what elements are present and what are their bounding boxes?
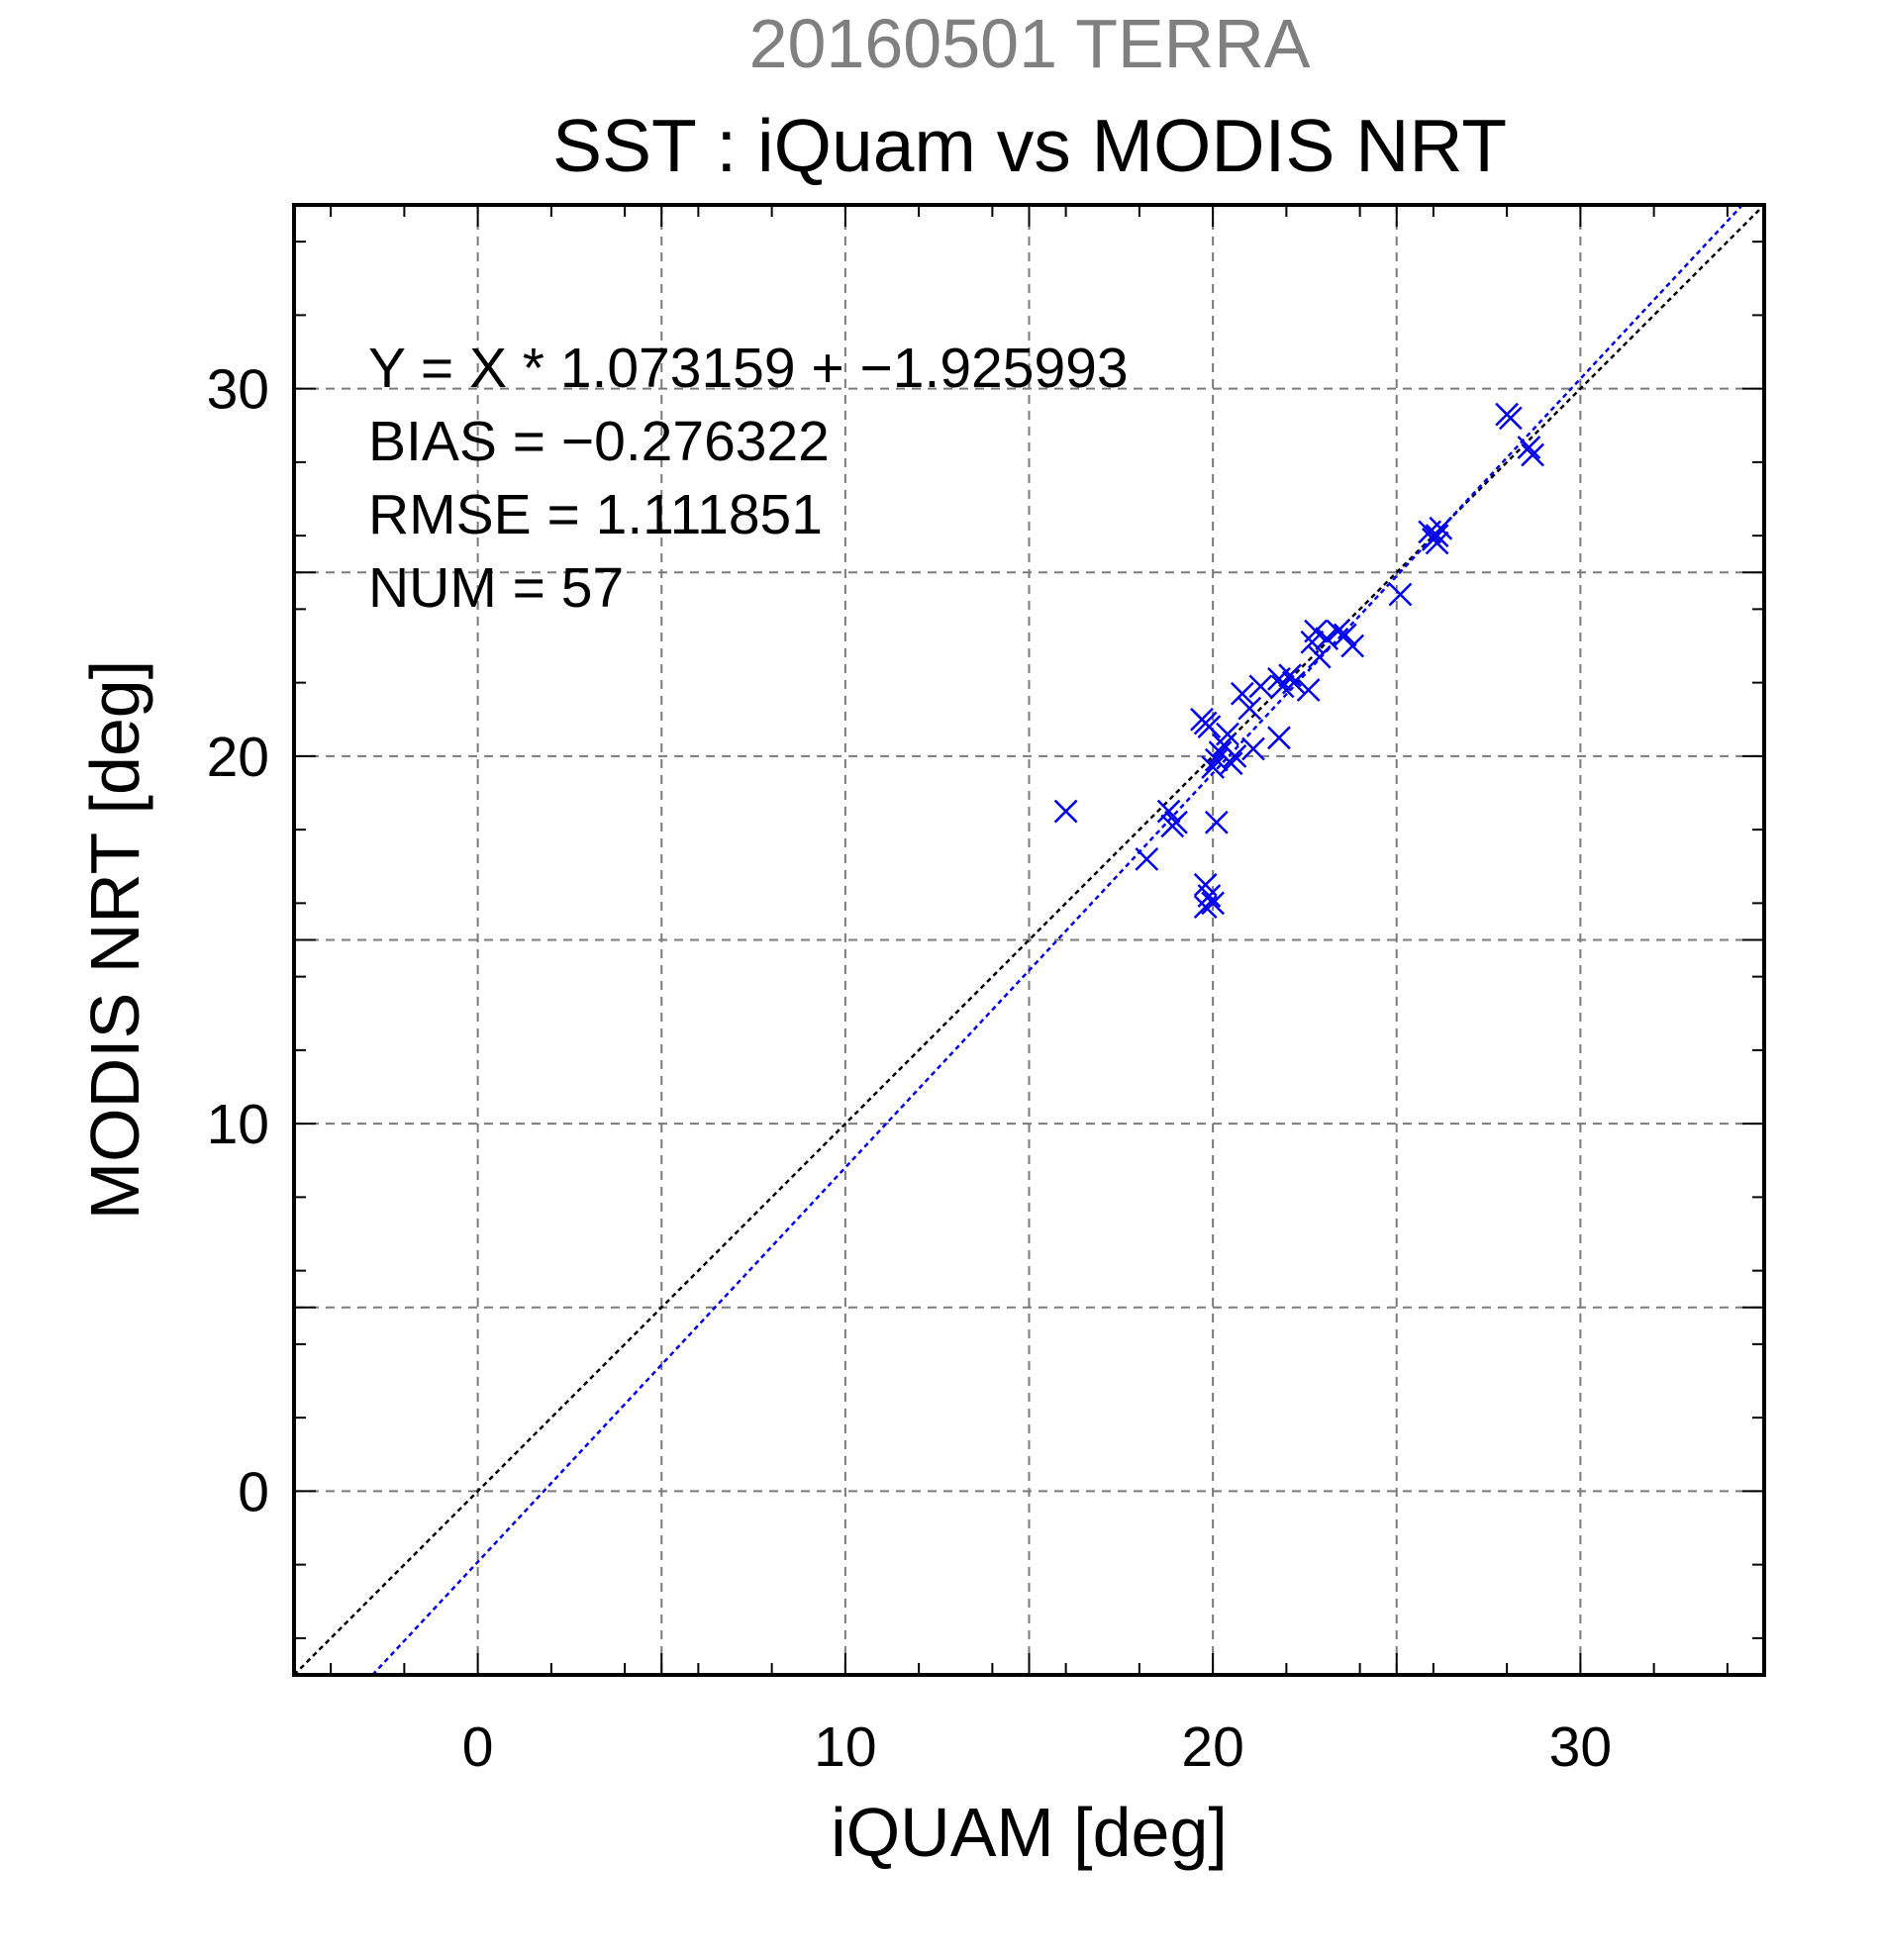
x-axis-label: iQUAM [deg] <box>831 1794 1228 1871</box>
data-point <box>1307 644 1332 669</box>
bias-value: BIAS = −0.276322 <box>368 410 830 473</box>
data-point <box>1201 891 1226 916</box>
data-point <box>1388 582 1413 607</box>
data-point <box>1241 736 1265 761</box>
data-point <box>1425 524 1449 548</box>
chart-title: SST : iQuam vs MODIS NRT <box>551 104 1508 187</box>
data-point <box>1204 810 1229 834</box>
identity-line <box>293 204 1765 1676</box>
data-point <box>1315 627 1339 650</box>
data-point <box>1278 663 1302 688</box>
chart-supertitle: 20160501 TERRA <box>748 5 1311 82</box>
data-point <box>1230 681 1254 706</box>
regression-stats: Y = X * 1.073159 + −1.925993 BIAS = −0.2… <box>368 332 1129 625</box>
rmse-value: RMSE = 1.111851 <box>368 483 823 546</box>
x-tick-label: 0 <box>462 1715 494 1779</box>
x-tick-label: 30 <box>1549 1715 1612 1779</box>
data-point <box>1425 531 1449 555</box>
data-point <box>1216 722 1239 746</box>
data-points <box>1053 402 1544 919</box>
tick-labels: 0 10 20 30 0 10 20 30 <box>207 358 1612 1779</box>
reference-lines <box>293 204 1765 1676</box>
data-point <box>1164 810 1188 834</box>
y-tick-label: 0 <box>238 1460 269 1523</box>
data-point <box>1238 696 1262 721</box>
y-axis-label: MODIS NRT [deg] <box>76 660 153 1220</box>
data-point <box>1193 895 1218 919</box>
data-point <box>1267 726 1291 750</box>
data-point <box>1521 442 1544 467</box>
data-point <box>1204 747 1229 772</box>
data-point <box>1223 743 1247 768</box>
data-point <box>1296 678 1321 702</box>
grid-lines <box>294 205 1764 1675</box>
data-point <box>1197 715 1222 739</box>
data-point <box>1219 751 1243 776</box>
x-tick-label: 10 <box>814 1715 876 1779</box>
data-point <box>1201 755 1226 779</box>
data-point <box>1248 674 1273 699</box>
data-point <box>1135 846 1159 871</box>
data-point <box>1053 799 1078 824</box>
regression-equation: Y = X * 1.073159 + −1.925993 <box>368 337 1129 400</box>
data-point <box>1156 799 1181 824</box>
data-point <box>1517 436 1541 459</box>
data-point <box>1498 406 1523 431</box>
y-tick-label: 20 <box>207 726 269 789</box>
plot-frame <box>292 203 1766 1677</box>
data-point <box>1429 516 1453 540</box>
y-tick-label: 30 <box>207 358 269 422</box>
data-point <box>1281 670 1306 695</box>
y-tick-label: 10 <box>207 1093 269 1156</box>
data-point <box>1304 619 1328 643</box>
data-point <box>1340 634 1365 658</box>
num-value: NUM = 57 <box>368 556 625 620</box>
data-point <box>1333 623 1357 647</box>
x-tick-label: 20 <box>1181 1715 1243 1779</box>
